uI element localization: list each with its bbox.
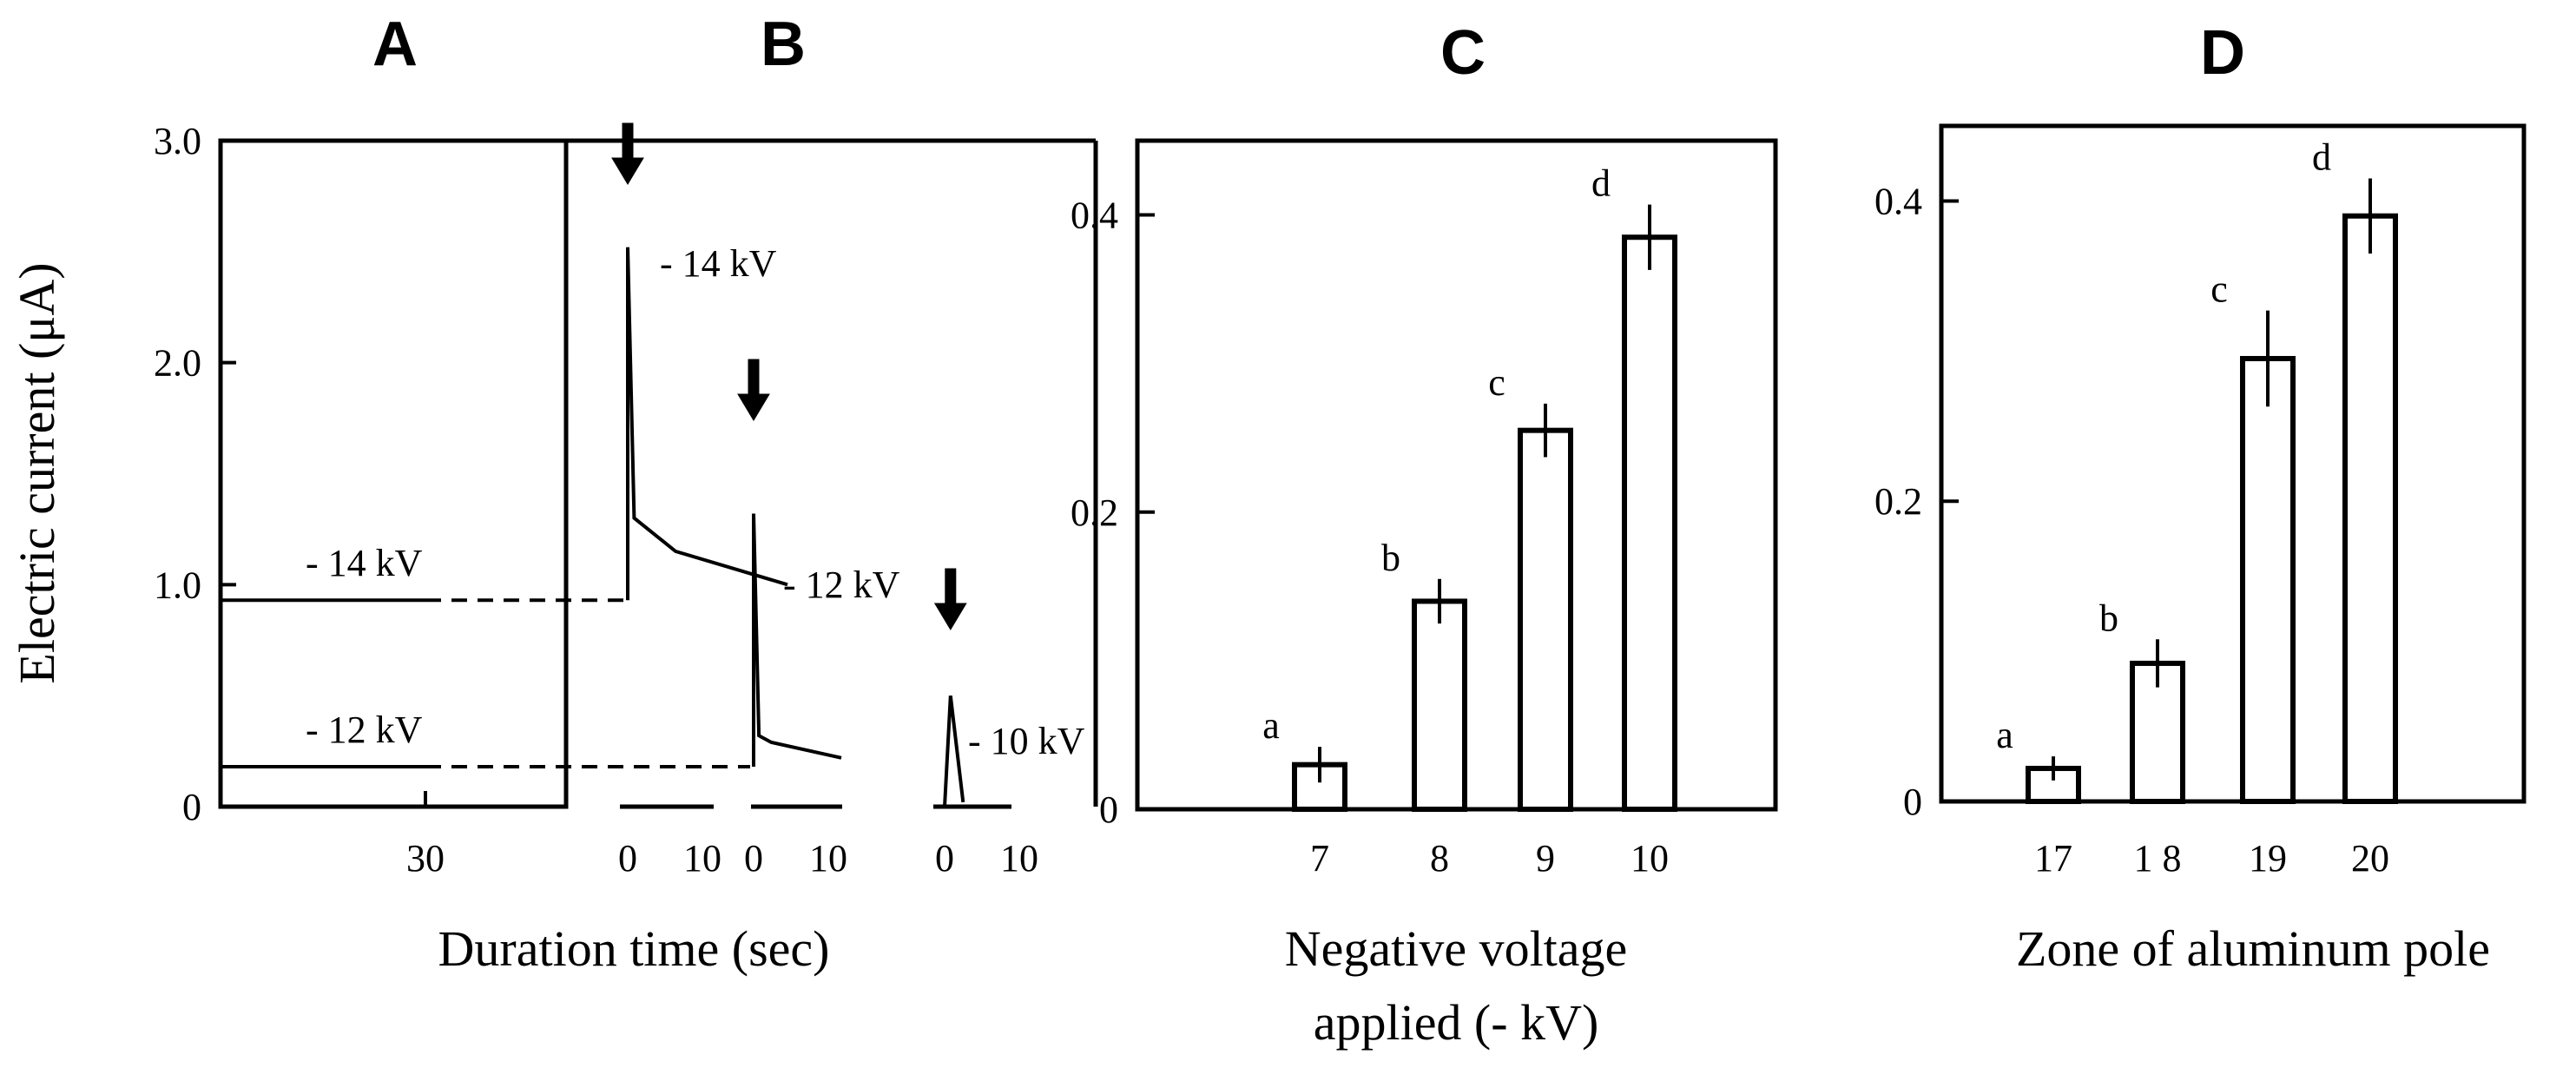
trace-b-1 bbox=[752, 513, 842, 767]
panel-b: 0 10 - 14 kV 0 10 - 12 kV 0 10 - 10 kV bbox=[611, 122, 1085, 880]
x-tick-label-b-2-0: 0 bbox=[935, 837, 954, 880]
trace-label-b-0: - 14 kV bbox=[660, 242, 777, 285]
panel-label-a: A bbox=[372, 10, 418, 79]
peak-arrow-b-2 bbox=[933, 568, 967, 630]
bar-C-2 bbox=[1518, 427, 1573, 812]
panel-a-frame bbox=[218, 138, 569, 809]
x-tick-label-b-0-0: 0 bbox=[618, 837, 637, 880]
panel-d-frame bbox=[1939, 123, 2527, 804]
significance-letter-C-2: c bbox=[1488, 361, 1505, 404]
panel-a: 0 1.0 2.0 3.0 30 - 14 kV - 12 kV bbox=[154, 120, 750, 880]
bar-D-3 bbox=[2342, 213, 2398, 804]
x-tick-label-C-2: 9 bbox=[1536, 837, 1555, 880]
x-tick-label-b-1-1: 10 bbox=[809, 837, 847, 880]
x-axis-title-b: Duration time (sec) bbox=[438, 920, 830, 977]
x-tick-label-b-0-1: 10 bbox=[683, 837, 721, 880]
y-axis-title-ab: Electric current (μA) bbox=[9, 262, 65, 683]
y-tick-label-D-2: 0.4 bbox=[1874, 180, 1922, 222]
panel-label-c: C bbox=[1440, 18, 1486, 88]
bar-D-2 bbox=[2240, 355, 2296, 804]
x-tick-label-C-0: 7 bbox=[1310, 837, 1329, 880]
y-tick-label-a-1: 1.0 bbox=[154, 564, 201, 606]
panel-d: 0 0.2 0.4 17 a 1 8 b 19 c 20 d bbox=[1874, 136, 2398, 880]
x-tick-label-b-1-0: 0 bbox=[744, 837, 763, 880]
x-tick-label-D-0: 17 bbox=[2034, 837, 2072, 880]
trace-b-0 bbox=[626, 247, 788, 601]
significance-letter-D-1: b bbox=[2099, 597, 2118, 639]
y-tick-label-a-0: 0 bbox=[182, 786, 201, 828]
y-tick-label-D-0: 0 bbox=[1903, 781, 1922, 823]
trace-b-2 bbox=[943, 695, 965, 808]
x-axis-title-d: Zone of aluminum pole bbox=[2016, 920, 2490, 977]
x-axis-title-c-line1: Negative voltage bbox=[1285, 920, 1628, 977]
trace-label-b-2: - 10 kV bbox=[968, 720, 1085, 762]
x-tick-label-D-3: 20 bbox=[2351, 837, 2389, 880]
level-label-a-1: - 12 kV bbox=[306, 709, 423, 751]
y-tick-label-D-1: 0.2 bbox=[1874, 480, 1922, 523]
trace-label-b-1: - 12 kV bbox=[783, 564, 900, 606]
peak-arrow-b-0 bbox=[611, 122, 644, 185]
y-tick-label-a-2: 2.0 bbox=[154, 342, 201, 385]
significance-letter-C-3: d bbox=[1591, 162, 1611, 205]
y-tick-label-C-1: 0.2 bbox=[1071, 491, 1118, 534]
panel-c: 0 0.2 0.4 7 a 8 b 9 c 10 d bbox=[1071, 162, 1677, 880]
x-axis-title-c-line2: applied (- kV) bbox=[1314, 994, 1599, 1051]
significance-letter-D-3: d bbox=[2312, 136, 2331, 179]
panel-label-d: D bbox=[2200, 18, 2245, 88]
bar-D-1 bbox=[2130, 660, 2185, 804]
level-label-a-0: - 14 kV bbox=[306, 542, 423, 584]
y-tick-label-C-2: 0.4 bbox=[1071, 194, 1118, 237]
significance-letter-D-2: c bbox=[2210, 268, 2228, 311]
x-tick-label-b-2-1: 10 bbox=[1000, 837, 1038, 880]
significance-letter-C-0: a bbox=[1262, 704, 1280, 747]
bar-C-3 bbox=[1622, 234, 1677, 812]
significance-letter-C-1: b bbox=[1381, 537, 1400, 579]
x-tick-label-C-3: 10 bbox=[1631, 837, 1669, 880]
x-tick-label-D-1: 1 8 bbox=[2134, 837, 2182, 880]
x-tick-label-C-1: 8 bbox=[1430, 837, 1449, 880]
x-tick-label-a-0: 30 bbox=[406, 837, 445, 880]
peak-arrow-b-1 bbox=[737, 359, 770, 421]
bar-C-1 bbox=[1412, 598, 1467, 813]
y-tick-label-a-3: 3.0 bbox=[154, 120, 201, 162]
x-tick-label-D-2: 19 bbox=[2249, 837, 2287, 880]
significance-letter-D-0: a bbox=[1996, 714, 2013, 756]
panel-label-b: B bbox=[761, 10, 806, 79]
y-tick-label-C-0: 0 bbox=[1099, 788, 1118, 831]
